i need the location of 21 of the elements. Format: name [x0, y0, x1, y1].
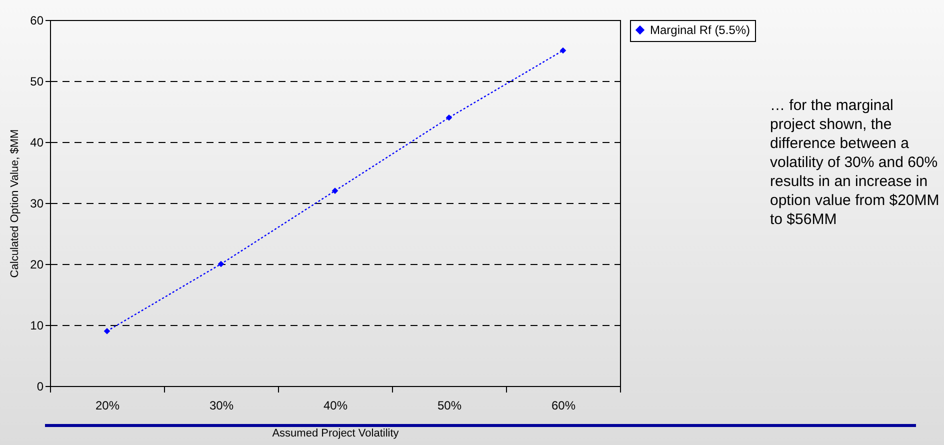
y-axis-title: Calculated Option Value, $MM: [9, 129, 22, 278]
point: [332, 188, 338, 194]
x-tick-label: 40%: [323, 398, 348, 412]
point: [218, 260, 224, 268]
x-tick-label: 60%: [551, 398, 576, 412]
y-tick-label: 10: [30, 318, 44, 332]
x-tick-label: 20%: [95, 398, 120, 412]
point: [446, 114, 452, 121]
point: [104, 328, 110, 334]
point: [560, 47, 566, 54]
y-tick-label: 50: [30, 74, 44, 88]
x-tick-label: 50%: [437, 398, 462, 412]
x-axis-title: Assumed Project Volatility: [272, 428, 400, 440]
text: … for the marginal project shown, the difference between a volatility of 30% and 60% results in an increase in option value from $20MM to $56MM: [770, 96, 940, 229]
y-tick-label: 20: [30, 258, 44, 272]
y-tick-label: 60: [30, 14, 44, 28]
x-tick-label: 30%: [209, 398, 234, 412]
y-tick-label: 40: [30, 136, 44, 150]
y-tick-label: 0: [36, 380, 44, 394]
legend-label: Marginal Rf (5.5%): [650, 23, 750, 37]
y-tick-label: 30: [30, 196, 44, 210]
